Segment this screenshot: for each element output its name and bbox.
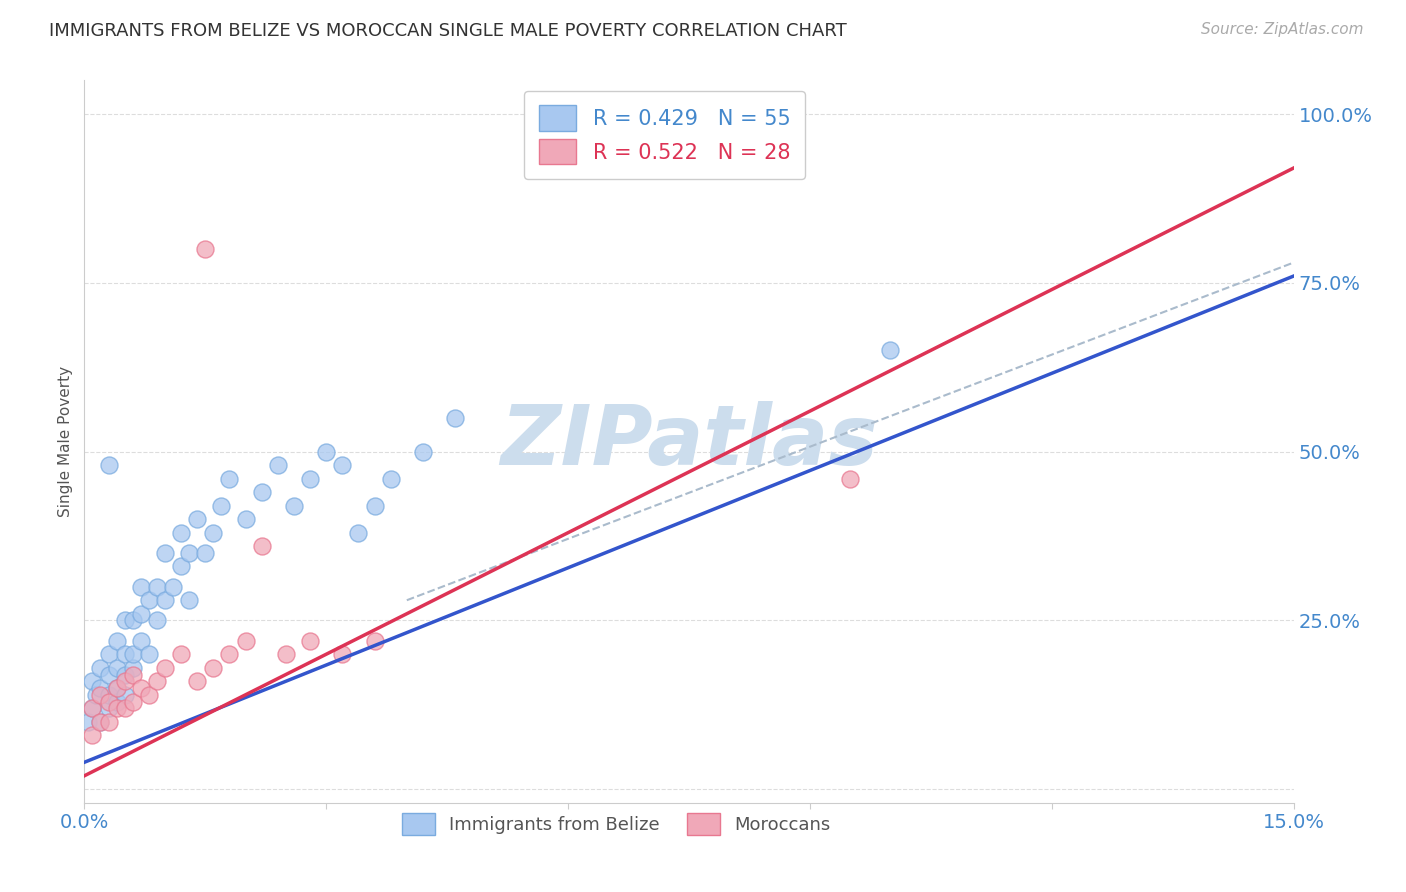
Point [121, 661, 143, 675]
Point [121, 667, 143, 681]
Point [86, 688, 108, 702]
Point [97, 688, 120, 702]
Point [121, 614, 143, 628]
Point [138, 593, 160, 607]
Point [97, 701, 120, 715]
Point [121, 694, 143, 708]
Point [89, 688, 111, 702]
Point [105, 661, 128, 675]
Point [138, 688, 160, 702]
Point [153, 593, 176, 607]
Point [105, 701, 128, 715]
Point [89, 714, 111, 729]
Point [146, 674, 169, 689]
Point [274, 647, 297, 661]
Point [412, 444, 434, 458]
Point [114, 614, 136, 628]
Point [194, 242, 217, 256]
Y-axis label: Single Male Poverty: Single Male Poverty [58, 366, 73, 517]
Point [114, 667, 136, 681]
Point [129, 580, 152, 594]
Point [121, 647, 143, 661]
Point [186, 674, 208, 689]
Point [82, 674, 104, 689]
Point [170, 525, 193, 540]
Point [170, 647, 193, 661]
Point [129, 607, 152, 621]
Point [283, 499, 305, 513]
Point [299, 472, 322, 486]
Point [330, 458, 353, 472]
Point [879, 343, 901, 358]
Point [153, 546, 176, 560]
Point [235, 633, 257, 648]
Point [105, 681, 128, 695]
Point [194, 546, 217, 560]
Point [114, 674, 136, 689]
Text: ZIPatlas: ZIPatlas [501, 401, 877, 482]
Point [347, 525, 370, 540]
Point [179, 546, 201, 560]
Point [105, 633, 128, 648]
Point [114, 647, 136, 661]
Point [363, 633, 385, 648]
Point [186, 512, 208, 526]
Legend: Immigrants from Belize, Moroccans: Immigrants from Belize, Moroccans [394, 805, 839, 845]
Point [330, 647, 353, 661]
Point [299, 633, 322, 648]
Point [89, 661, 111, 675]
Point [105, 694, 128, 708]
Point [89, 714, 111, 729]
Point [114, 688, 136, 702]
Point [363, 499, 385, 513]
Point [218, 472, 240, 486]
Point [97, 694, 120, 708]
Point [97, 647, 120, 661]
Point [89, 681, 111, 695]
Point [250, 539, 273, 553]
Point [82, 701, 104, 715]
Point [444, 411, 467, 425]
Point [97, 714, 120, 729]
Point [179, 593, 201, 607]
Point [235, 512, 257, 526]
Point [162, 580, 184, 594]
Point [82, 701, 104, 715]
Point [839, 472, 862, 486]
Point [250, 485, 273, 500]
Point [129, 681, 152, 695]
Point [315, 444, 337, 458]
Point [146, 580, 169, 594]
Text: Source: ZipAtlas.com: Source: ZipAtlas.com [1201, 22, 1364, 37]
Point [138, 647, 160, 661]
Point [97, 667, 120, 681]
Point [380, 472, 402, 486]
Point [267, 458, 290, 472]
Point [97, 458, 120, 472]
Point [114, 701, 136, 715]
Point [77, 714, 100, 729]
Point [202, 525, 225, 540]
Point [153, 661, 176, 675]
Text: IMMIGRANTS FROM BELIZE VS MOROCCAN SINGLE MALE POVERTY CORRELATION CHART: IMMIGRANTS FROM BELIZE VS MOROCCAN SINGL… [49, 22, 846, 40]
Point [105, 681, 128, 695]
Point [170, 559, 193, 574]
Point [146, 614, 169, 628]
Point [129, 633, 152, 648]
Point [82, 728, 104, 742]
Point [218, 647, 240, 661]
Point [209, 499, 232, 513]
Point [202, 661, 225, 675]
